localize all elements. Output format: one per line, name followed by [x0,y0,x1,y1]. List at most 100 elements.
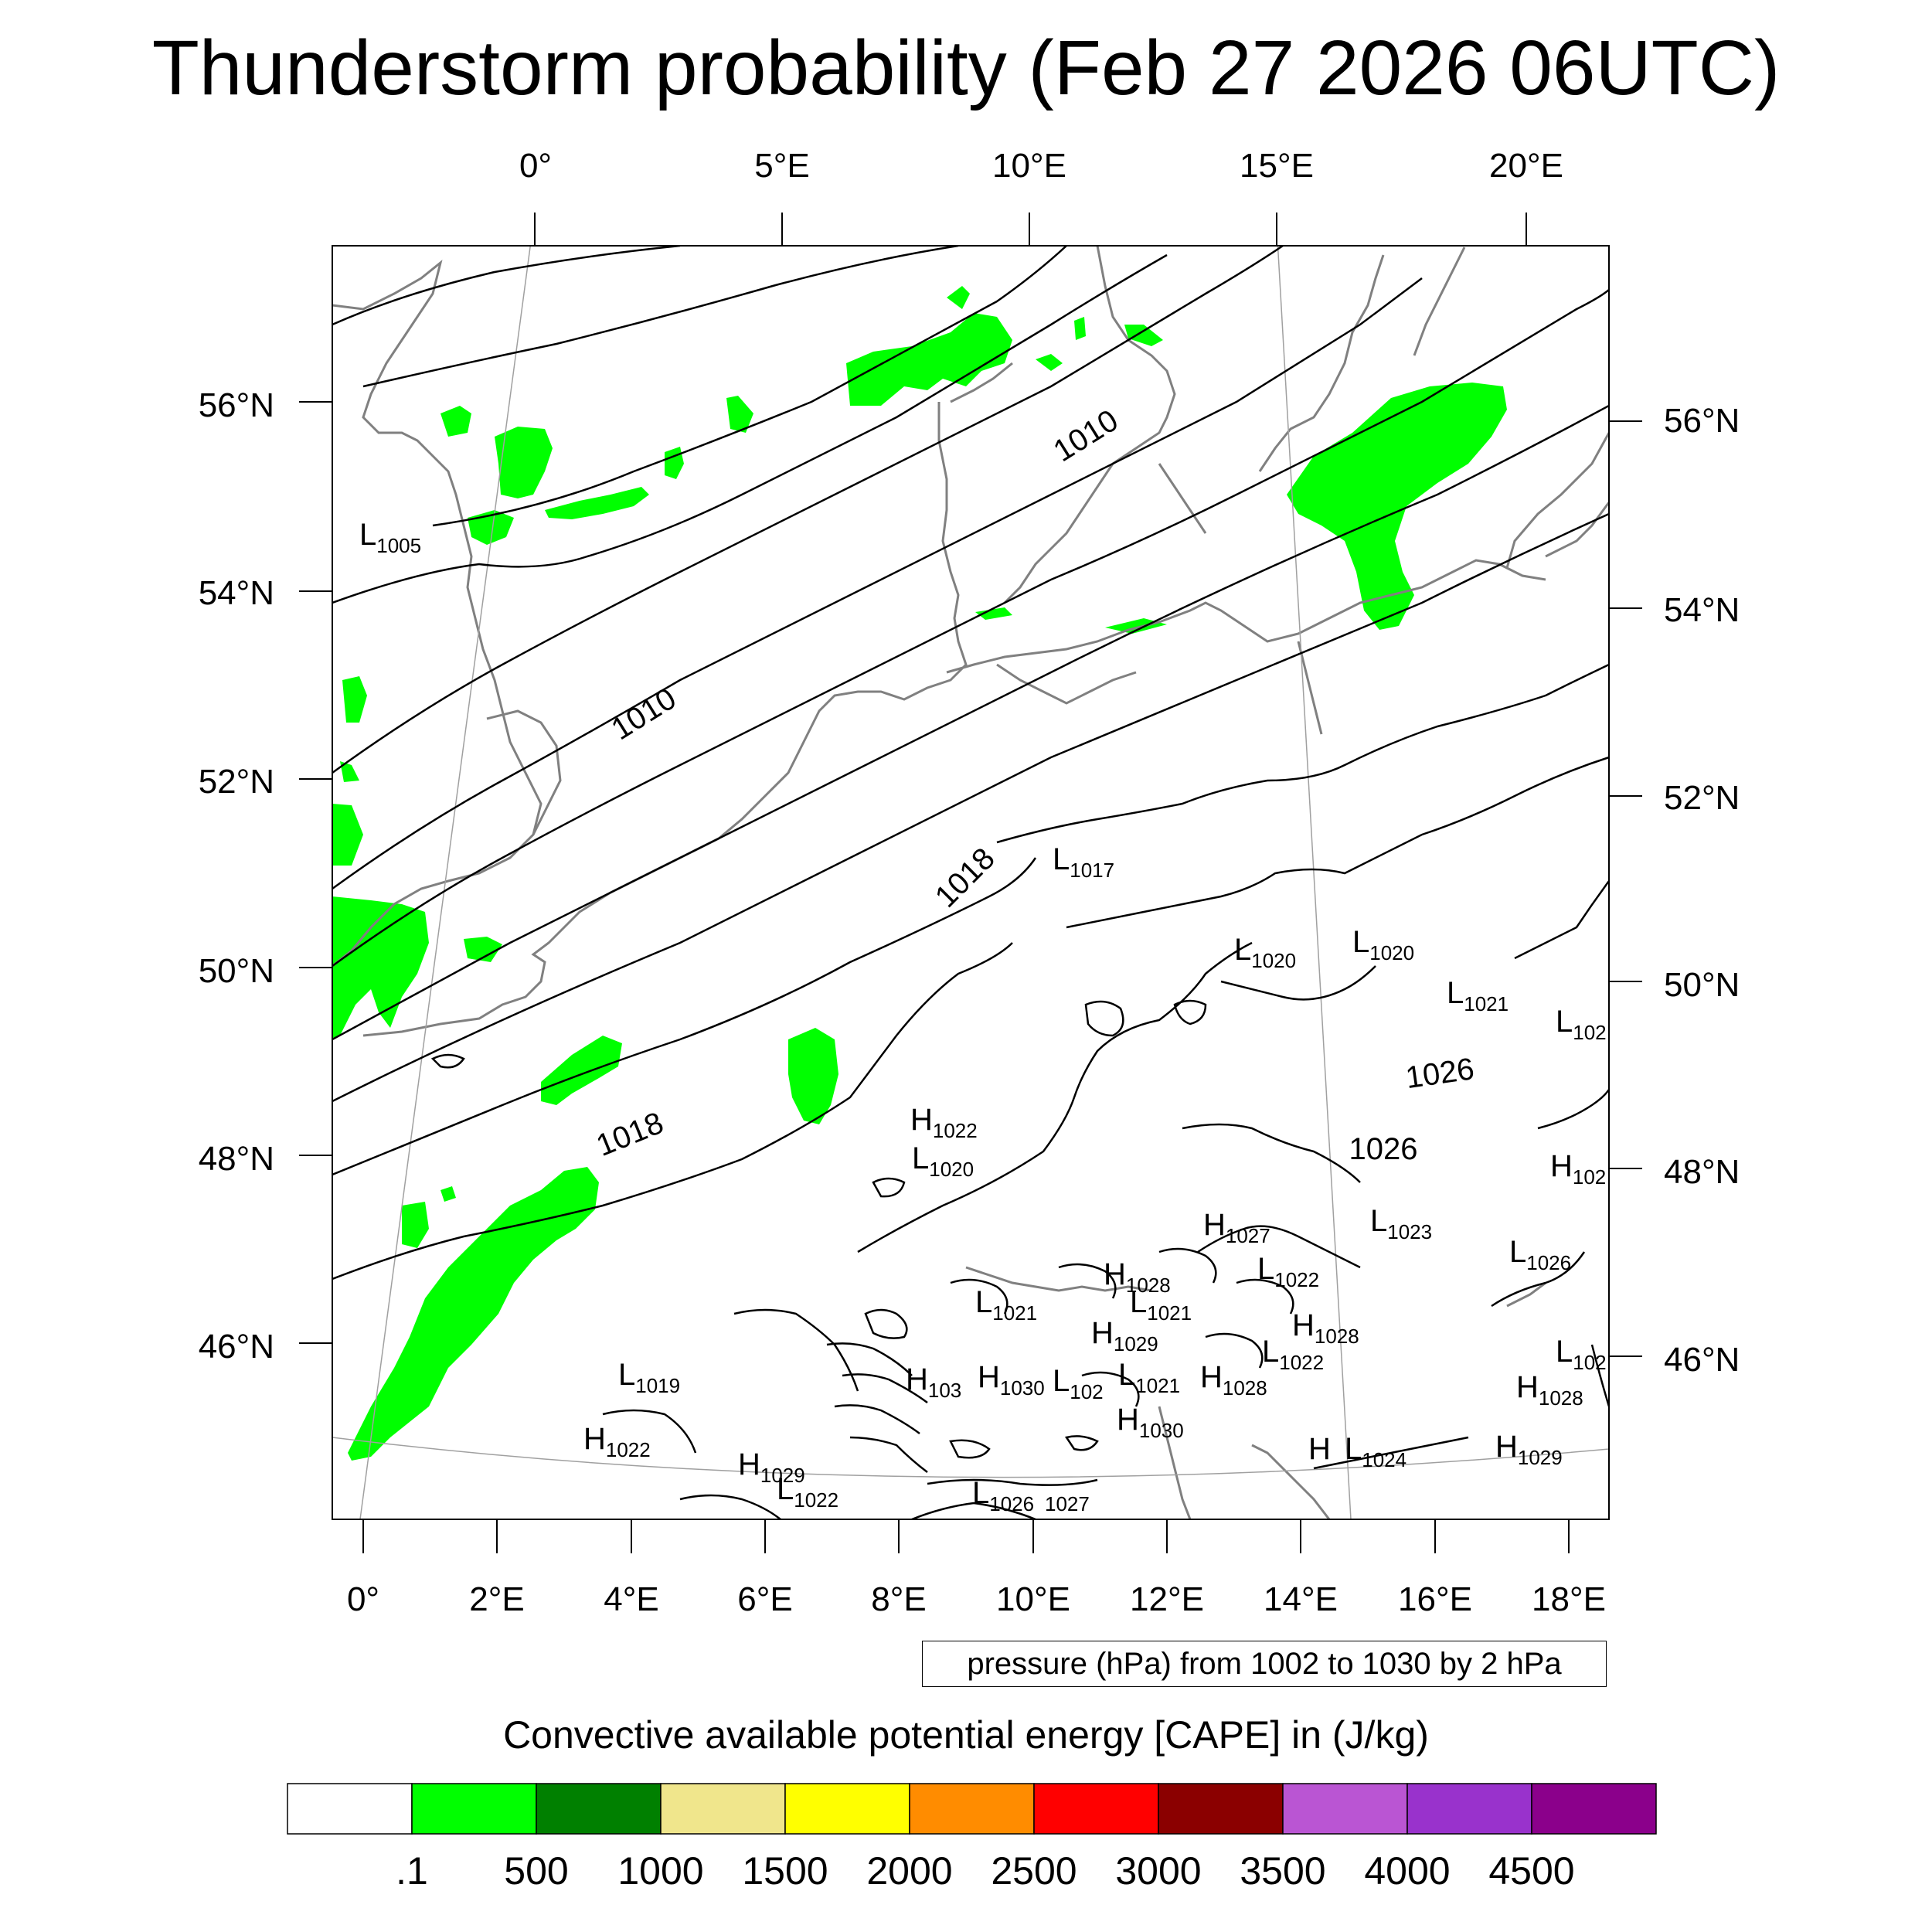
left-lat-label-50n: 50°N [198,952,274,990]
cape-area [402,1202,429,1248]
coastline [1297,641,1323,735]
colorbar-box [1282,1783,1408,1835]
bottom-lon-label-4e: 4°E [604,1580,659,1618]
pressure-center: L1020 [912,1141,974,1181]
isobar [1514,880,1609,960]
pressure-center: L1022 [777,1472,838,1512]
isobar [872,1177,906,1198]
cape-area [464,937,502,962]
isobar [430,1053,465,1069]
cape-area [726,396,753,433]
colorbar-box [287,1783,413,1835]
pressure-info-box: pressure (hPa) from 1002 to 1030 by 2 hP… [922,1641,1607,1687]
left-lat-label-56n: 56°N [198,386,274,424]
isobar [332,246,1284,774]
bottom-lon-label-0: 0° [346,1580,380,1618]
cape-area [1074,317,1086,340]
colorbar-box [909,1783,1035,1835]
colorbar-box [1531,1783,1657,1835]
right-lat-label-56n: 56°N [1664,402,1740,440]
coastline [1251,1444,1331,1519]
pressure-center: L1021 [1130,1285,1192,1325]
isobar [332,512,1609,1103]
pressure-centers: L1005 L1017 L1020 L1020 L1021 L102 H1022… [359,518,1607,1515]
isobar [679,1494,781,1519]
cape-area [1287,383,1507,630]
cape-area [1036,354,1063,371]
coastline [946,559,1546,674]
isobar [950,1278,1009,1315]
isobar [1182,1123,1361,1183]
left-lat-label-48n: 48°N [198,1140,274,1178]
colorbar-box [536,1783,662,1835]
colorbar-tick-label: 1000 [617,1849,703,1893]
colorbar-tick-label: 2000 [866,1849,952,1893]
pressure-center: H1022 [910,1103,978,1142]
isobar [1173,999,1207,1026]
bottom-lon-label-12e: 12°E [1130,1580,1204,1618]
isobar [826,1342,913,1376]
pressure-center: H1030 [1117,1403,1184,1442]
cape-area [440,1186,456,1202]
pressure-center: L1026 [1509,1235,1571,1274]
cape-area [846,313,1012,406]
right-lat-label-52n: 52°N [1664,779,1740,817]
pressure-center: L1021 [1447,976,1509,1015]
isobar [332,942,1013,1281]
coastline [950,362,1013,403]
pressure-center: H1028 [1104,1257,1171,1297]
cape-area [342,676,367,723]
right-lat-label-48n: 48°N [1664,1153,1740,1191]
coastline [1258,254,1385,472]
isobar [432,246,1067,527]
pressure-center: H1028 [1516,1370,1583,1410]
bottom-lon-label-18e: 18°E [1532,1580,1606,1618]
meridian [359,246,532,1519]
isobar [332,857,1037,1176]
coastline [996,663,1137,705]
right-lat-label-54n: 54°N [1664,591,1740,629]
cape-area [468,510,514,545]
map-title: Thunderstorm probability (Feb 27 2026 06… [151,25,1781,111]
colorbar-title: Convective available potential energy [C… [503,1713,1429,1757]
graticule [332,246,1609,1519]
pressure-center: 1027 [1045,1492,1090,1515]
pressure-center: L1021 [975,1285,1037,1325]
bottom-lon-label-2e: 2°E [469,1580,525,1618]
colorbar-tick-label: 500 [504,1849,568,1893]
pressure-center: L1019 [618,1358,680,1397]
cape-area [348,1167,599,1461]
isobar [1081,1371,1140,1407]
cape-area [440,406,471,437]
coastline [362,402,968,1037]
bottom-lon-label-8e: 8°E [871,1580,927,1618]
isobar [1590,1344,1609,1407]
colorbar-box [1158,1783,1284,1835]
pressure-center: H1029 [1495,1430,1563,1469]
colorbar-box [784,1783,910,1835]
colorbar-labels: .1 500 1000 1500 2000 2500 3000 3500 4000 4500 [396,1849,1574,1893]
isobar [733,1308,859,1392]
cape-area [332,804,363,866]
map-frame [332,245,1610,1520]
pressure-center: H1029 [1091,1316,1158,1355]
parallel [332,1437,1609,1478]
pressure-center: L102 [1556,1335,1607,1374]
cape-area [541,1036,622,1105]
colorbar-tick-label: 3500 [1240,1849,1325,1893]
tick-marks [299,213,1642,1553]
cape-area [788,1028,838,1124]
isobar [1064,1435,1099,1451]
colorbar-boxes [287,1783,1657,1835]
top-lon-label-20e: 20°E [1489,147,1563,185]
pressure-center: L1022 [1262,1335,1324,1374]
right-lat-label-46n: 46°N [1664,1341,1740,1379]
colorbar-tick-label: 4000 [1364,1849,1450,1893]
left-lat-label-52n: 52°N [198,763,274,801]
cape-area [332,896,429,1039]
isobar [1205,1332,1264,1369]
coastline [1158,463,1207,534]
pressure-center: H1029 [738,1447,805,1487]
isobar [864,1308,908,1339]
pressure-center: L1026 [972,1476,1034,1515]
